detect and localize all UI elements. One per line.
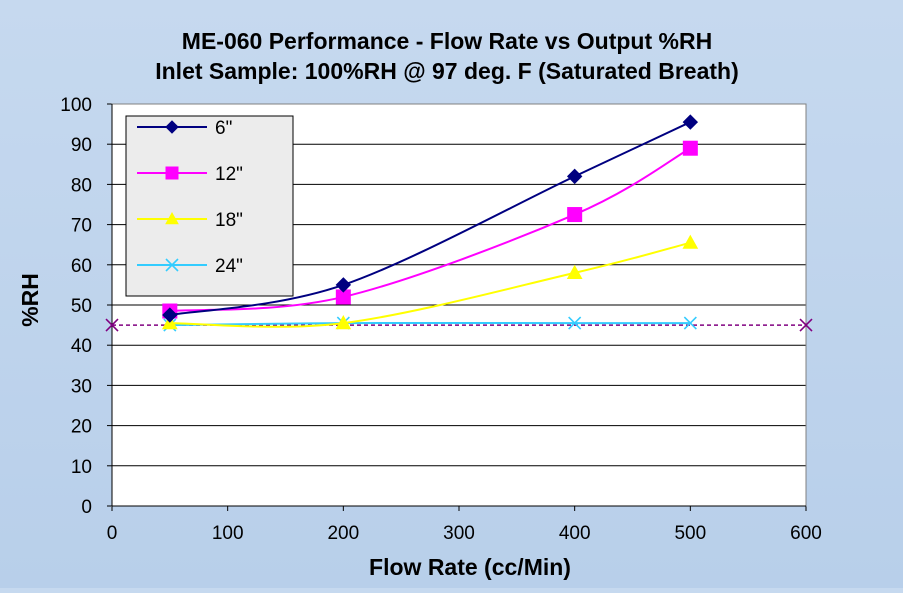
y-tick-label: 50 bbox=[71, 296, 92, 317]
data-point bbox=[682, 114, 699, 130]
marker-stroke bbox=[105, 318, 119, 332]
legend-label: 24" bbox=[215, 256, 243, 277]
y-tick-label: 70 bbox=[71, 216, 92, 237]
data-point bbox=[682, 140, 698, 156]
y-tick-label: 10 bbox=[71, 457, 92, 478]
y-tick-label: 0 bbox=[81, 497, 92, 518]
legend-items: 6" 12" 18" 24" bbox=[137, 118, 243, 277]
x-tick-label: 200 bbox=[327, 523, 359, 544]
axes bbox=[107, 103, 807, 511]
x-tick-label: 300 bbox=[443, 523, 475, 544]
data-point bbox=[568, 316, 582, 330]
legend-item: 6" bbox=[137, 118, 232, 139]
legend: 6" 12" 18" 24" bbox=[125, 115, 294, 297]
data-point bbox=[682, 234, 699, 249]
y-tick-label: 80 bbox=[71, 175, 92, 196]
series-line bbox=[169, 147, 691, 313]
data-point bbox=[162, 307, 178, 323]
x-tick-labels: 0 100 200 300 400 500 600 bbox=[107, 523, 822, 544]
x-tick-label: 600 bbox=[790, 523, 822, 544]
legend-marker bbox=[165, 120, 179, 134]
series-1 bbox=[162, 114, 699, 323]
x-tick-label: 500 bbox=[674, 523, 706, 544]
reference-point bbox=[105, 318, 119, 332]
reference-point bbox=[799, 318, 813, 332]
y-tick-label: 100 bbox=[60, 95, 92, 116]
x-axis-label: Flow Rate (cc/Min) bbox=[369, 554, 571, 580]
legend-item: 18" bbox=[137, 210, 243, 231]
legend-label: 18" bbox=[215, 210, 243, 231]
series-3 bbox=[161, 234, 699, 330]
series-line bbox=[169, 321, 691, 327]
y-tick-label: 60 bbox=[71, 256, 92, 277]
legend-label: 12" bbox=[215, 164, 243, 185]
legend-box bbox=[125, 115, 294, 297]
legend-item: 24" bbox=[137, 256, 243, 277]
series-line bbox=[169, 121, 691, 317]
data-point bbox=[566, 168, 583, 185]
legend-label: 6" bbox=[215, 118, 232, 139]
x-tick-label: 100 bbox=[212, 523, 244, 544]
marker-stroke bbox=[568, 316, 582, 330]
legend-marker bbox=[165, 166, 179, 180]
legend-marker bbox=[165, 258, 179, 272]
data-point bbox=[683, 316, 697, 330]
y-tick-label: 40 bbox=[71, 336, 92, 357]
chart-subtitle: Inlet Sample: 100%RH @ 97 deg. F (Satura… bbox=[155, 58, 739, 84]
y-tick-labels: 0 10 20 30 40 50 60 70 80 90 100 bbox=[60, 95, 92, 518]
y-axis-label: %RH bbox=[17, 273, 43, 327]
data-point bbox=[567, 207, 583, 223]
y-tick-label: 20 bbox=[71, 417, 92, 438]
y-tick-label: 90 bbox=[71, 135, 92, 156]
marker-stroke bbox=[165, 258, 179, 272]
x-tick-label: 0 bbox=[107, 523, 118, 544]
series-layer bbox=[105, 114, 813, 332]
marker-stroke bbox=[799, 318, 813, 332]
x-tick-label: 400 bbox=[559, 523, 591, 544]
data-point bbox=[335, 277, 352, 293]
y-tick-label: 30 bbox=[71, 376, 92, 397]
legend-item: 12" bbox=[137, 164, 243, 185]
legend-marker bbox=[165, 211, 179, 225]
chart-title: ME-060 Performance - Flow Rate vs Output… bbox=[182, 28, 712, 54]
data-point bbox=[335, 315, 352, 330]
data-point bbox=[566, 264, 583, 279]
marker-stroke bbox=[683, 316, 697, 330]
series-line bbox=[169, 241, 691, 328]
